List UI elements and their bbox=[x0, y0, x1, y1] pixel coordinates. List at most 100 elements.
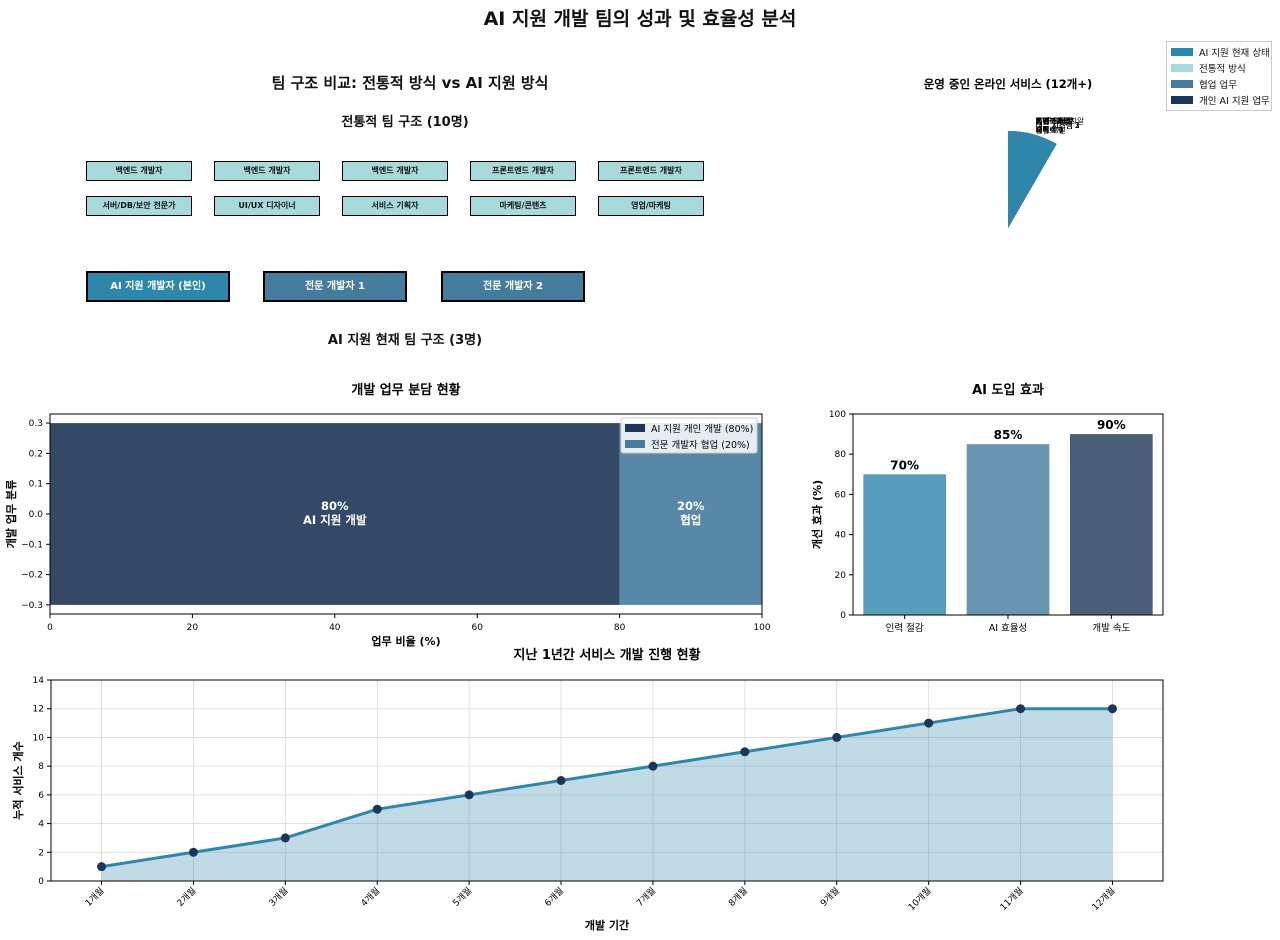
area-xtick-label: 5개월 bbox=[450, 885, 474, 909]
area-ylabel: 누적 서비스 개수 bbox=[11, 741, 25, 820]
hbar-xtick-label: 20 bbox=[187, 623, 199, 633]
area-point bbox=[188, 847, 198, 857]
vbar-category-label: AI 효율성 bbox=[989, 623, 1028, 634]
vbar-bar bbox=[863, 474, 946, 615]
area-xtick-label: 4개월 bbox=[358, 885, 382, 909]
area-point bbox=[556, 776, 566, 785]
area-line bbox=[101, 707, 1113, 869]
hbar-legend-box bbox=[620, 417, 758, 454]
vbar-ytick-label: 60 bbox=[835, 490, 847, 500]
area-xtick-label: 1개월 bbox=[82, 885, 106, 909]
hbar-segment-label: 20% 협업 bbox=[677, 499, 705, 527]
vbar-value-label: 70% bbox=[890, 458, 919, 472]
area-ytick-label: 10 bbox=[33, 733, 45, 743]
area-xtick-label: 2개월 bbox=[174, 885, 198, 909]
area-fill bbox=[101, 708, 1113, 881]
traditional-role-box: 백엔드 개발자 bbox=[86, 161, 192, 181]
hbar-ytick-label: 0.1 bbox=[29, 480, 43, 490]
pie-slice-label: 하하하에이치알 닷컴 bbox=[1036, 115, 1084, 134]
area-ytick-label: 14 bbox=[33, 676, 45, 686]
area-xtick-label: 3개월 bbox=[266, 885, 290, 909]
workload-bar-chart: 개발 업무 분담 현황 80% AI 지원 개발 20% 협업 0 20 40 60 80 100 −… bbox=[4, 382, 771, 648]
hbar-segment-label: 80% AI 지원 개발 bbox=[303, 499, 367, 527]
area-point bbox=[648, 761, 658, 771]
area-xtick-label: 10개월 bbox=[905, 885, 933, 913]
pie-title: 운영 중인 온라인 서비스 (12개+) bbox=[924, 77, 1093, 91]
hbar-ytick-label: −0.3 bbox=[21, 601, 43, 611]
vbar-ytick-label: 100 bbox=[829, 410, 846, 420]
vbar-ytick-label: 20 bbox=[835, 571, 847, 581]
area-xtick-label: 9개월 bbox=[818, 885, 842, 909]
vbar-title: AI 도입 효과 bbox=[972, 383, 1044, 398]
vbar-bar bbox=[1070, 434, 1153, 615]
pie-slice bbox=[1008, 131, 1057, 228]
hbar-segment bbox=[50, 423, 620, 605]
legend-item: 전통적 방식 bbox=[1171, 60, 1267, 76]
pie-slice-label: 내부 시스템 1 bbox=[1036, 120, 1080, 130]
pie-slice-label: MVP 테스트 사이트 2 bbox=[1036, 116, 1075, 134]
traditional-role-box: 백엔드 개발자 bbox=[214, 161, 320, 181]
traditional-role-box: 마케팅/콘텐츠 bbox=[470, 196, 576, 216]
area-ytick-label: 0 bbox=[38, 877, 44, 887]
area-ytick-label: 4 bbox=[38, 820, 44, 830]
vbar-ytick-label: 40 bbox=[835, 531, 847, 541]
hbar-legend-swatch bbox=[625, 424, 645, 432]
vbar-frame bbox=[852, 413, 1164, 616]
hbar-xtick-label: 100 bbox=[753, 623, 770, 633]
traditional-role-box: 프론트엔드 개발자 bbox=[598, 161, 704, 181]
traditional-role-box: 서버/DB/보안 전문가 bbox=[86, 196, 192, 216]
traditional-team-title: 전통적 팀 구조 (10명) bbox=[341, 115, 469, 130]
hbar-ytick-label: 0.2 bbox=[29, 449, 43, 459]
vbar-category-label: 개발 속도 bbox=[1092, 623, 1130, 634]
traditional-role-box: UI/UX 디자이너 bbox=[214, 196, 320, 216]
ai-effect-bar-chart: AI 도입 효과 70% 인력 절감 85% AI 효율성 90% 개발 속도 0 20 40 60… bbox=[810, 383, 1164, 634]
area-xtick-label: 6개월 bbox=[542, 885, 566, 909]
vbar-bar bbox=[966, 444, 1050, 615]
traditional-role-box: 백엔드 개발자 bbox=[342, 161, 448, 181]
vbar-category-label: 인력 절감 bbox=[886, 622, 924, 634]
hbar-title: 개발 업무 분담 현황 bbox=[351, 382, 460, 398]
legend-item: 협업 업무 bbox=[1171, 76, 1267, 92]
area-point bbox=[1016, 704, 1026, 714]
traditional-role-box: 서비스 기획자 bbox=[342, 196, 448, 216]
area-ytick-label: 6 bbox=[38, 791, 44, 801]
pie-slice-label: 기타 온라인 서비스 bbox=[1036, 115, 1073, 134]
hbar-legend-swatch bbox=[625, 440, 645, 448]
area-point bbox=[740, 747, 750, 757]
figure-title: AI 지원 개발 팀의 성과 및 효율성 분석 bbox=[483, 8, 797, 30]
area-point bbox=[372, 804, 382, 814]
area-point bbox=[97, 862, 107, 872]
area-frame bbox=[50, 679, 1164, 882]
ai-team-role-box: 전문 개발자 2 bbox=[441, 271, 585, 302]
legend-item: AI 지원 현재 상태 bbox=[1171, 44, 1270, 60]
hbar-xtick-label: 80 bbox=[614, 623, 626, 633]
area-ytick-label: 8 bbox=[38, 762, 44, 772]
vbar-value-label: 90% bbox=[1097, 418, 1126, 432]
team-structure-title: 팀 구조 비교: 전통적 방식 vs AI 지원 방식 bbox=[271, 74, 549, 92]
pie-slice-label: 내부 시스템 3 bbox=[1036, 120, 1080, 130]
hbar-xtick-label: 60 bbox=[471, 623, 483, 633]
area-point bbox=[1107, 704, 1117, 714]
hbar-ylabel: 개발 업무 분류 bbox=[4, 480, 18, 548]
service-progress-chart: 지난 1년간 서비스 개발 진행 현황 0 2 4 6 8 10 12 14 1개월 2개월 3개월 4… bbox=[11, 647, 1164, 932]
area-point bbox=[280, 833, 290, 843]
vbar-ytick-label: 80 bbox=[835, 450, 847, 460]
vbar-value-label: 85% bbox=[994, 428, 1023, 442]
pie-slice-label: 고객 사용 내부 포털 bbox=[1036, 115, 1066, 134]
area-point bbox=[924, 718, 934, 728]
pie-slice-label: MVP 테스트 사이트 3 bbox=[1036, 116, 1075, 134]
ai-team-role-box: 전문 개발자 1 bbox=[263, 271, 407, 302]
hbar-ytick-label: −0.1 bbox=[21, 540, 43, 550]
hbar-ytick-label: 0.0 bbox=[29, 510, 44, 520]
area-point bbox=[464, 790, 474, 800]
pie-slice-label: 내부 시스템 2 bbox=[1036, 120, 1080, 130]
hbar-xtick-label: 40 bbox=[329, 623, 341, 633]
figure-legend: AI 지원 현재 상태 전통적 방식 협업 업무 개인 AI 지원 업무 bbox=[1166, 41, 1272, 111]
area-xtick-label: 7개월 bbox=[634, 885, 658, 909]
area-ytick-label: 2 bbox=[38, 848, 44, 858]
hbar-xlabel: 업무 비율 (%) bbox=[371, 634, 440, 648]
area-point bbox=[832, 732, 842, 742]
legend-item: 개인 AI 지원 업무 bbox=[1171, 92, 1270, 108]
hbar-legend-label: AI 지원 개인 개발 (80%) bbox=[651, 424, 753, 435]
